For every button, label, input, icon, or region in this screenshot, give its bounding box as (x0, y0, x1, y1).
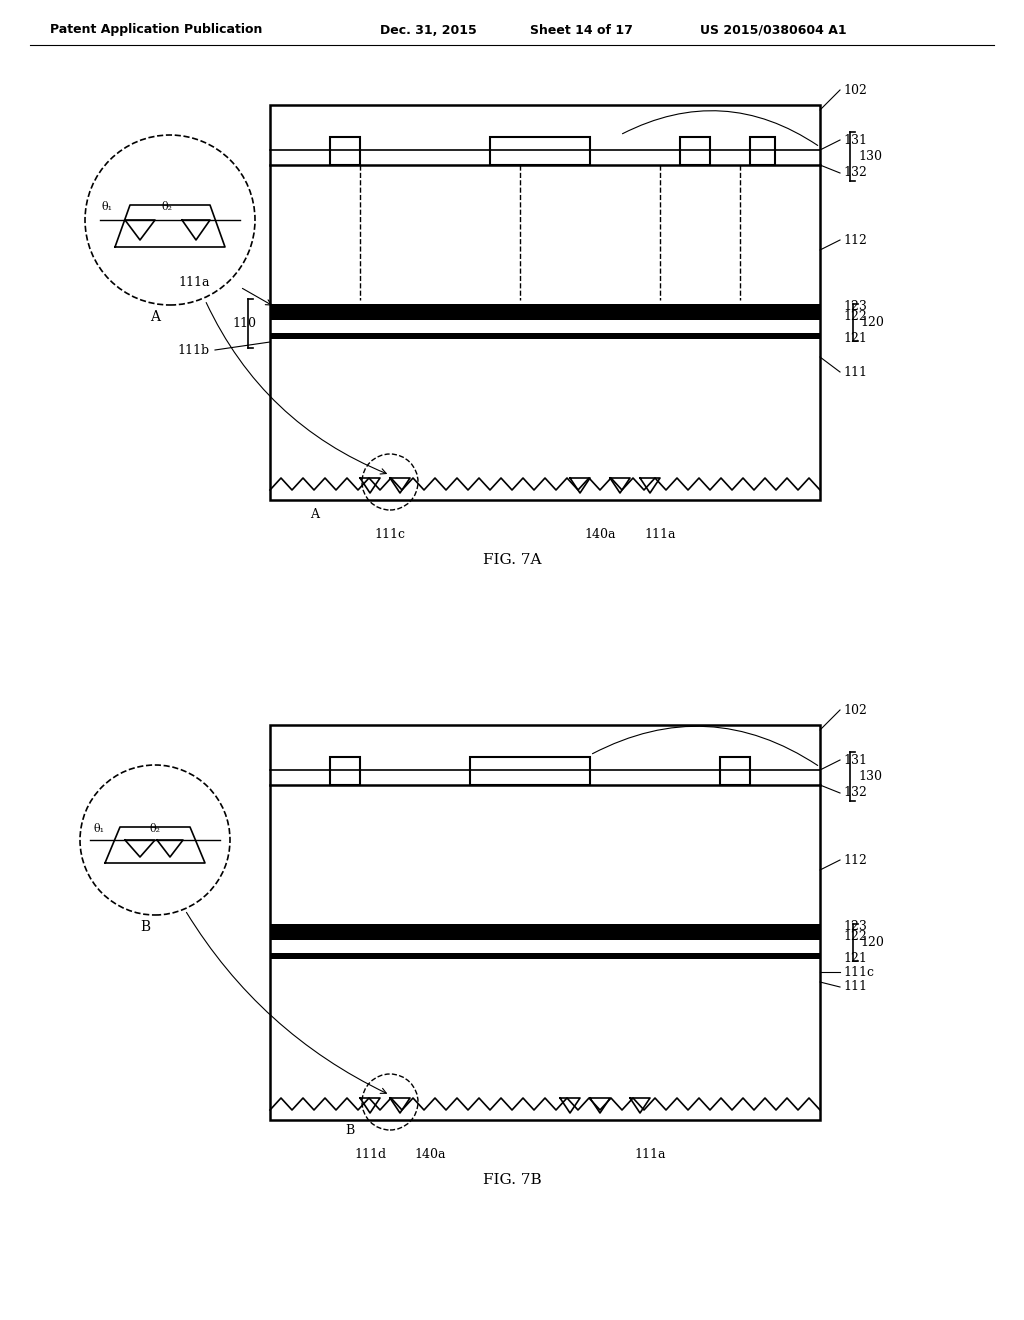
Text: A: A (150, 310, 160, 323)
Text: θ₁: θ₁ (93, 824, 104, 834)
Text: Dec. 31, 2015: Dec. 31, 2015 (380, 24, 477, 37)
Text: 123: 123 (843, 301, 867, 314)
Text: 130: 130 (858, 150, 882, 162)
Text: B: B (140, 920, 151, 935)
Bar (270, 106, 820, 500)
Text: 111c: 111c (375, 528, 406, 541)
Bar (330, 756, 360, 785)
Bar (330, 137, 360, 165)
Bar (270, 953, 820, 960)
Text: 122: 122 (843, 929, 866, 942)
Bar (720, 756, 750, 785)
Text: 111: 111 (843, 366, 867, 379)
Text: 112: 112 (843, 854, 867, 866)
Bar (270, 310, 820, 319)
Bar (680, 137, 710, 165)
Text: 132: 132 (843, 787, 867, 800)
Text: 121: 121 (843, 333, 867, 346)
Text: FIG. 7A: FIG. 7A (482, 553, 542, 568)
Text: 120: 120 (860, 936, 884, 949)
Text: 140a: 140a (585, 528, 615, 541)
Text: 122: 122 (843, 309, 866, 322)
Bar (270, 924, 820, 931)
Bar (470, 756, 590, 785)
Text: 102: 102 (843, 83, 867, 96)
Text: B: B (345, 1123, 354, 1137)
Text: 131: 131 (843, 133, 867, 147)
Text: FIG. 7B: FIG. 7B (482, 1173, 542, 1187)
Text: A: A (310, 508, 319, 521)
Text: 111c: 111c (843, 965, 874, 978)
Text: 102: 102 (843, 704, 867, 717)
Bar (750, 137, 775, 165)
Text: US 2015/0380604 A1: US 2015/0380604 A1 (700, 24, 847, 37)
Text: 120: 120 (860, 315, 884, 329)
Bar (490, 137, 590, 165)
Text: θ₂: θ₂ (150, 824, 161, 834)
Text: 111a: 111a (634, 1148, 666, 1162)
Text: 132: 132 (843, 166, 867, 180)
Text: Sheet 14 of 17: Sheet 14 of 17 (530, 24, 633, 37)
Text: 112: 112 (843, 234, 867, 247)
Bar (270, 304, 820, 310)
Text: 111: 111 (843, 981, 867, 994)
Text: 121: 121 (843, 953, 867, 965)
Text: 111b: 111b (178, 343, 210, 356)
Text: 111a: 111a (644, 528, 676, 541)
Text: Patent Application Publication: Patent Application Publication (50, 24, 262, 37)
Text: 130: 130 (858, 770, 882, 783)
Text: 140a: 140a (415, 1148, 445, 1162)
Bar (270, 333, 820, 339)
Text: 111a: 111a (178, 276, 210, 289)
Text: 111d: 111d (354, 1148, 386, 1162)
Bar (270, 931, 820, 940)
Bar (270, 725, 820, 1119)
Text: 131: 131 (843, 754, 867, 767)
Text: 123: 123 (843, 920, 867, 933)
Text: 110: 110 (232, 317, 256, 330)
Text: θ₂: θ₂ (162, 202, 173, 213)
Text: θ₁: θ₁ (102, 202, 113, 213)
